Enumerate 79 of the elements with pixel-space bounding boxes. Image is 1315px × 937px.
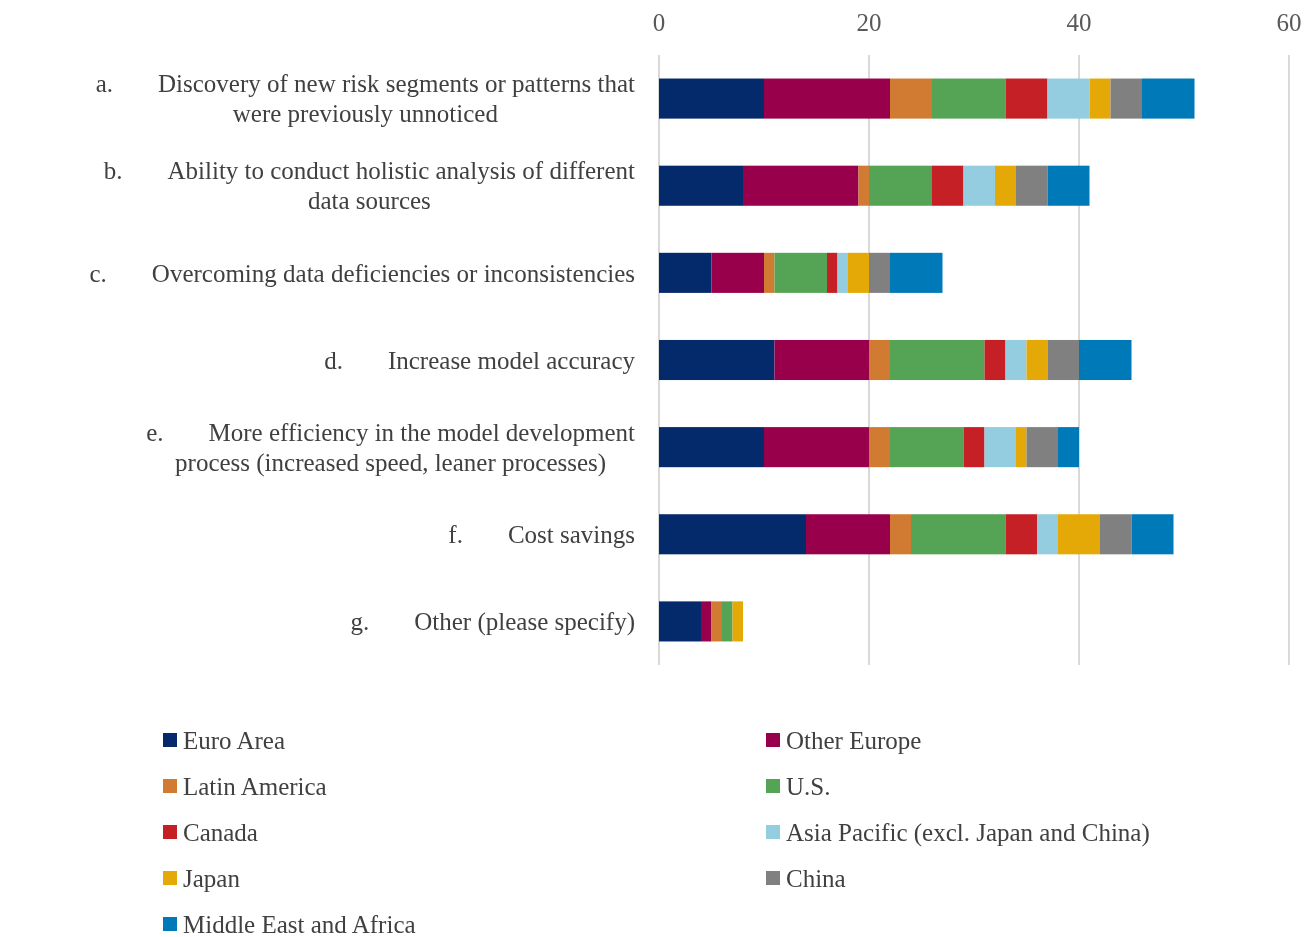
bar [701,601,712,642]
bar [774,339,869,381]
bar [1005,514,1037,555]
bar [890,514,911,555]
bar [722,601,733,642]
bar [837,252,848,293]
legend-label: Asia Pacific (excl. Japan and China) [786,818,1150,847]
category-label: a. Discovery of new risk segments or patterns that were previously unnoticed [95,70,635,128]
bar [743,165,859,206]
category-label: c. Overcoming data deficiencies or inconsistencies [89,259,635,287]
legend-label: Euro Area [183,726,286,754]
bar [890,78,932,119]
bar [806,514,890,555]
bar [711,252,764,293]
bar [1047,339,1079,381]
bar [1142,78,1195,119]
bar [659,514,806,555]
legend-label: Other Europe [786,726,922,754]
category-label: g. Other (please specify) [350,608,636,636]
bar [869,339,890,381]
bar [659,601,701,642]
bar [1058,427,1079,468]
bar [1058,514,1100,555]
bar [764,78,890,119]
bar [764,252,775,293]
bar [911,514,1006,555]
bar [869,252,890,293]
bar [764,427,869,468]
category-label: d. Increase model accuracy [324,346,635,374]
bar [1131,514,1174,555]
legend-label: Canada [183,818,258,846]
bar [774,252,827,293]
bar [932,165,964,206]
bar [1100,514,1132,555]
bar [1110,78,1142,119]
bar [1016,165,1048,206]
category-label: f. Cost savings [448,521,636,549]
bar [659,252,712,293]
legend-label: Japan [183,864,241,892]
bar [890,427,964,468]
bar [1005,78,1048,119]
bar [1005,339,1027,381]
bar [1037,514,1058,555]
bar [858,165,869,206]
category-label: e. More efficiency in the model development process (increased speed, leaner processes) [146,418,636,476]
bar [848,252,869,293]
category-label: b. Ability to conduct holistic analysis of different data sources [103,157,636,215]
bar [995,165,1016,206]
bar [659,165,743,206]
bar [963,427,985,468]
bar [984,427,1016,468]
bar [869,427,890,468]
legend-label: Middle East and Africa [183,910,416,937]
legend-label: China [786,864,846,892]
legend-label: U.S. [786,772,831,800]
x-tick-label: 40 [1066,8,1092,36]
bar [659,78,764,119]
bar [659,339,775,381]
bar [711,601,722,642]
bar [984,339,1006,381]
x-tick-label: 60 [1276,8,1302,36]
x-tick-label: 20 [856,8,882,36]
bar [963,165,995,206]
bar [890,252,943,293]
bar [732,601,743,642]
bar [1079,339,1132,381]
bar [869,165,932,206]
bar [659,427,764,468]
legend-label: Latin America [183,772,327,800]
bar [932,78,1006,119]
bar [1016,427,1027,468]
bar [1026,339,1048,381]
bar [890,339,985,381]
bar [1026,427,1058,468]
bar [1047,78,1090,119]
bar [1089,78,1111,119]
x-tick-label: 0 [652,8,666,36]
bar [1047,165,1090,206]
bar [827,252,838,293]
